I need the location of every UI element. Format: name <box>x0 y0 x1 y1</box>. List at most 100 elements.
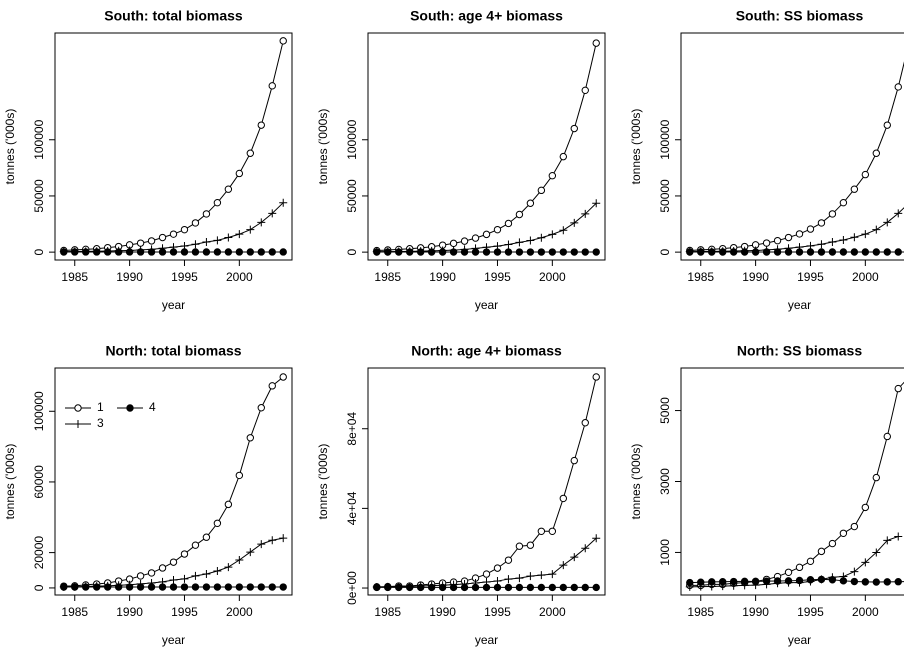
plus-marker <box>894 209 903 218</box>
filled-marker <box>740 577 749 586</box>
filled-marker <box>482 583 491 592</box>
filled-marker <box>213 583 222 591</box>
filled-marker <box>686 578 694 587</box>
filled-marker <box>268 583 276 591</box>
filled-marker <box>872 578 881 586</box>
filled-marker <box>213 248 222 256</box>
plus-marker <box>515 238 524 247</box>
open-marker <box>526 199 535 207</box>
x-tick-label: 1995 <box>171 270 198 284</box>
plus-marker <box>817 240 826 249</box>
open-marker <box>850 185 859 193</box>
open-marker <box>213 198 222 207</box>
filled-marker <box>405 248 414 256</box>
filled-marker <box>373 583 381 592</box>
open-marker <box>883 432 891 441</box>
x-tick-label: 1995 <box>484 270 511 284</box>
filled-marker <box>894 248 902 256</box>
open-marker <box>817 547 826 556</box>
y-axis-label: tonnes ('000s) <box>629 444 643 520</box>
filled-marker <box>581 583 589 592</box>
filled-marker <box>460 248 469 256</box>
open-marker <box>136 239 145 247</box>
filled-marker <box>180 248 189 256</box>
filled-marker <box>416 248 425 256</box>
open-marker <box>861 503 870 512</box>
open-marker <box>246 149 255 157</box>
series-line <box>376 43 597 252</box>
x-axis-label: year <box>788 633 811 647</box>
x-tick-label: 2000 <box>852 270 879 284</box>
y-tick-label: 100000 <box>658 119 672 159</box>
open-marker <box>482 230 491 239</box>
plot-box <box>54 32 293 261</box>
filled-marker <box>103 583 112 591</box>
y-tick-label: 0 <box>658 248 672 255</box>
filled-marker <box>850 248 859 256</box>
plus-marker <box>268 209 277 218</box>
open-marker <box>504 556 513 564</box>
plus-marker <box>257 218 266 227</box>
plus-marker <box>504 575 513 584</box>
open-marker <box>795 230 804 238</box>
open-marker <box>817 219 826 227</box>
filled-marker <box>504 583 513 592</box>
filled-marker <box>471 248 480 256</box>
filled-marker <box>482 248 491 256</box>
open-marker <box>883 121 891 129</box>
open-marker <box>493 225 502 234</box>
plot-area <box>59 37 288 256</box>
filled-marker <box>60 248 68 256</box>
filled-marker <box>729 248 738 256</box>
open-marker <box>449 239 458 248</box>
x-tick-label: 1990 <box>742 270 769 284</box>
filled-marker <box>279 583 287 591</box>
filled-marker <box>504 248 513 256</box>
chart-title: South: total biomass <box>104 8 243 24</box>
plus-marker <box>570 218 579 227</box>
filled-marker <box>740 248 749 256</box>
chart-title: North: SS biomass <box>737 343 862 359</box>
plus-marker <box>828 238 837 247</box>
plus-marker <box>224 233 233 242</box>
filled-marker <box>257 248 265 256</box>
filled-marker <box>548 248 557 256</box>
plot-area <box>685 381 904 591</box>
open-marker <box>515 210 524 219</box>
open-marker <box>191 541 200 549</box>
open-marker <box>894 83 902 91</box>
x-tick-label: 1985 <box>374 270 401 284</box>
filled-marker <box>224 583 233 591</box>
filled-marker <box>246 248 255 256</box>
filled-marker <box>224 248 233 256</box>
plus-marker <box>257 540 266 549</box>
open-marker <box>136 572 145 580</box>
plot-box <box>367 367 606 596</box>
open-marker <box>548 172 557 180</box>
filled-marker <box>686 248 694 256</box>
filled-marker <box>828 248 837 256</box>
open-marker <box>784 233 793 242</box>
filled-marker <box>806 576 815 584</box>
filled-marker <box>861 578 870 586</box>
filled-marker <box>515 248 524 256</box>
x-tick-label: 1995 <box>797 605 824 619</box>
filled-marker <box>257 583 265 591</box>
chart-title: South: age 4+ biomass <box>410 8 563 24</box>
y-tick-label: 0 <box>32 248 46 255</box>
filled-marker <box>438 583 447 592</box>
series-line <box>689 61 904 251</box>
x-tick-label: 1985 <box>61 605 88 619</box>
x-tick-label: 1995 <box>171 605 198 619</box>
y-tick-label: 50000 <box>658 179 672 213</box>
open-marker <box>839 198 848 207</box>
plus-marker <box>537 233 546 242</box>
open-marker <box>581 419 589 427</box>
filled-marker <box>708 578 716 586</box>
plus-marker <box>850 233 859 242</box>
open-marker <box>806 225 815 233</box>
filled-marker <box>384 583 392 592</box>
y-tick-label: 60000 <box>32 465 46 499</box>
